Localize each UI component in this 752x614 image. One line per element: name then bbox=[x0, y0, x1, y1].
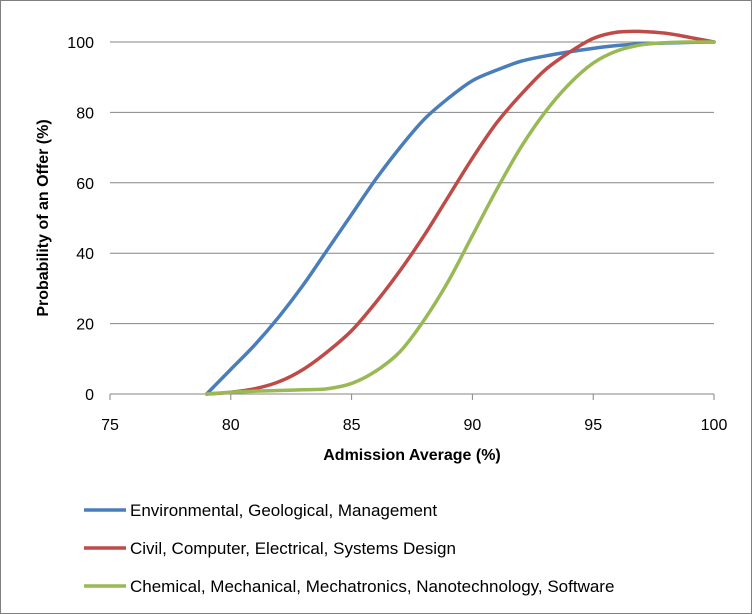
legend-item-1: Environmental, Geological, Management bbox=[84, 501, 437, 520]
x-tick-label-85: 85 bbox=[343, 417, 361, 434]
gridlines bbox=[110, 41, 714, 325]
series-line-2 bbox=[204, 29, 716, 396]
y-tick-label-20: 20 bbox=[76, 317, 94, 334]
y-tick-label-80: 80 bbox=[76, 105, 94, 122]
series-lines bbox=[204, 29, 716, 396]
y-axis-title: Probability of an Offer (%) bbox=[35, 119, 52, 316]
legend-item-3: Chemical, Mechanical, Mechatronics, Nano… bbox=[84, 577, 614, 596]
series-line-3 bbox=[204, 40, 716, 396]
axes bbox=[109, 393, 715, 400]
legend-label-3: Chemical, Mechanical, Mechatronics, Nano… bbox=[130, 577, 614, 596]
tick-labels: 0 20 40 60 80 100 75 80 85 90 95 100 bbox=[67, 35, 727, 434]
y-tick-label-60: 60 bbox=[76, 176, 94, 193]
y-tick-label-40: 40 bbox=[76, 246, 94, 263]
legend-item-2: Civil, Computer, Electrical, Systems Des… bbox=[84, 539, 456, 558]
legend-label-2: Civil, Computer, Electrical, Systems Des… bbox=[130, 539, 456, 558]
x-tick-label-100: 100 bbox=[701, 417, 728, 434]
legend-label-1: Environmental, Geological, Management bbox=[130, 501, 437, 520]
y-tick-label-100: 100 bbox=[67, 35, 94, 52]
series-line-1 bbox=[204, 40, 716, 396]
legend: Environmental, Geological, Management Civ… bbox=[84, 501, 614, 596]
x-axis-title: Admission Average (%) bbox=[323, 447, 501, 464]
y-tick-label-0: 0 bbox=[85, 387, 94, 404]
x-tick-label-95: 95 bbox=[584, 417, 602, 434]
x-tick-label-90: 90 bbox=[464, 417, 482, 434]
x-tick-label-80: 80 bbox=[222, 417, 240, 434]
x-tick-label-75: 75 bbox=[101, 417, 119, 434]
